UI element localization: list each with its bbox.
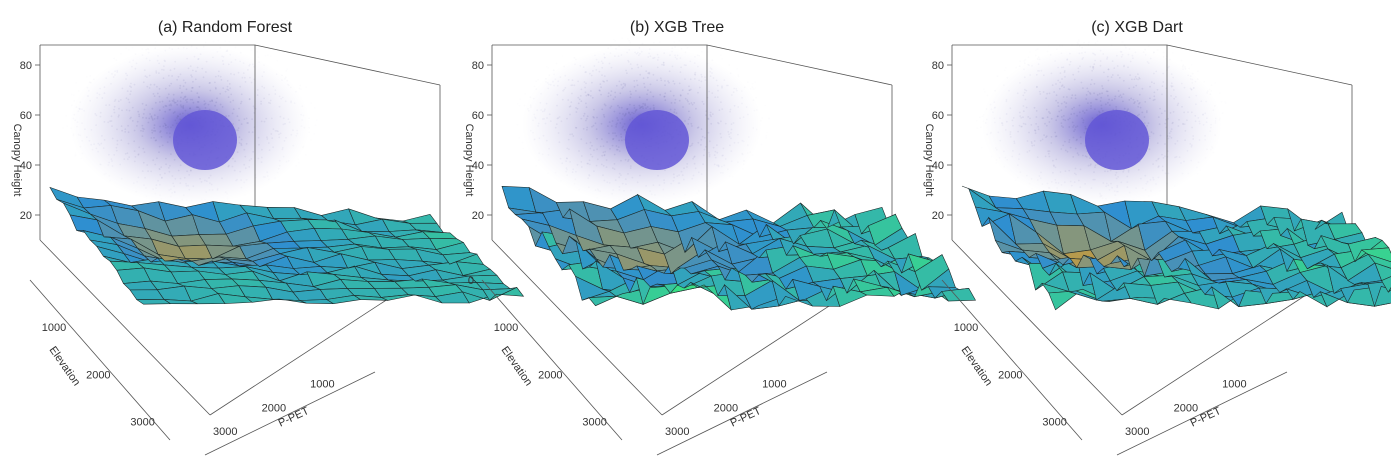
z-tick-label: 20 — [20, 210, 32, 222]
z-tick-label: 40 — [472, 160, 484, 172]
elevation-axis-label: Elevation — [499, 344, 535, 388]
z-axis-label: Canopy Height — [463, 124, 475, 197]
ppet-tick-label: 2000 — [1174, 402, 1198, 414]
ppet-tick-label: 2000 — [714, 402, 738, 414]
ppet-tick-label: 1000 — [1222, 379, 1246, 391]
z-tick-label: 60 — [20, 110, 32, 122]
z-axis: 20 40 60 80 Canopy Height — [923, 60, 952, 222]
elevation-tick-label: 2000 — [538, 369, 562, 381]
elevation-tick-label: 0 — [468, 275, 474, 287]
panel-title: (a) Random Forest — [158, 19, 293, 36]
ppet-tick-label: 1000 — [310, 379, 334, 391]
elevation-tick-label: 2000 — [86, 369, 110, 381]
panel-title: (c) XGB Dart — [1091, 19, 1183, 36]
surface-facet — [1374, 286, 1391, 307]
z-axis-label: Canopy Height — [923, 124, 935, 197]
point-cloud — [70, 45, 310, 205]
surface-facet — [1367, 253, 1391, 269]
ppet-tick-label: 2000 — [262, 402, 286, 414]
z-axis: 20 40 60 80 Canopy Height — [463, 60, 492, 222]
point-cloud — [982, 45, 1222, 205]
z-tick-label: 20 — [472, 210, 484, 222]
point-cloud — [522, 45, 762, 205]
z-axis-label: Canopy Height — [11, 124, 23, 197]
panel-random-forest: (a) Random Forest 20 40 60 80 Canopy Height 10… — [11, 19, 525, 456]
z-tick-label: 60 — [932, 110, 944, 122]
z-axis: 20 40 60 80 Canopy Height — [11, 60, 40, 222]
surface-facet — [1381, 276, 1391, 293]
z-tick-label: 80 — [932, 60, 944, 72]
surface — [49, 186, 525, 305]
ppet-tick-label: 3000 — [665, 426, 689, 438]
elevation-tick-label: 3000 — [130, 416, 154, 428]
ppet-tick-label: 3000 — [1125, 426, 1149, 438]
panel-title: (b) XGB Tree — [630, 19, 724, 36]
surface-facet — [489, 287, 525, 301]
surface — [501, 185, 977, 311]
elevation-tick-label: 3000 — [1042, 416, 1066, 428]
elevation-axis-label: Elevation — [959, 344, 995, 388]
z-tick-label: 60 — [472, 110, 484, 122]
elevation-tick-label: 1000 — [494, 322, 518, 334]
z-tick-label: 20 — [932, 210, 944, 222]
ppet-tick-label: 1000 — [762, 379, 786, 391]
elevation-tick-label: 1000 — [954, 322, 978, 334]
point-cloud-core — [625, 110, 689, 170]
surface — [961, 185, 1391, 311]
elevation-tick-label: 2000 — [998, 369, 1022, 381]
z-tick-label: 80 — [20, 60, 32, 72]
z-tick-label: 40 — [20, 160, 32, 172]
surface-facet — [401, 213, 438, 224]
panel-xgb-tree: (b) XGB Tree 20 40 60 80 Canopy Height 0 1000 20… — [463, 19, 977, 456]
elevation-tick-label: 3000 — [582, 416, 606, 428]
surface-facet — [941, 287, 977, 302]
ppet-tick-label: 3000 — [213, 426, 237, 438]
point-cloud-core — [173, 110, 237, 170]
surface-facet — [1374, 262, 1391, 281]
z-tick-label: 40 — [932, 160, 944, 172]
elevation-tick-label: 1000 — [42, 322, 66, 334]
panel-xgb-dart: (c) XGB Dart 20 40 60 80 Canopy Height 1000 200… — [923, 19, 1391, 456]
elevation-axis-label: Elevation — [47, 344, 83, 388]
surface-facet — [1388, 287, 1391, 293]
surface-facet — [1360, 247, 1391, 263]
z-tick-label: 80 — [472, 60, 484, 72]
point-cloud-core — [1085, 110, 1149, 170]
